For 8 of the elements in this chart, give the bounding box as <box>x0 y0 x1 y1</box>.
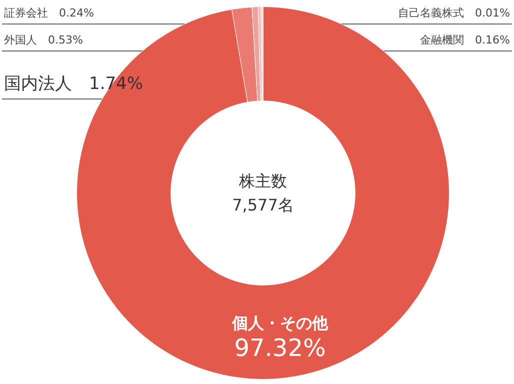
text: 株主数 <box>238 172 287 190</box>
slice-label: 外国人 0.53% <box>4 34 83 46</box>
data-label: 97.32% <box>234 334 326 362</box>
slice-label: 証券会社 0.24% <box>4 6 94 20</box>
text: 7,577名 <box>232 196 294 214</box>
slice-label: 個人・その他 <box>231 314 329 332</box>
slice-label: 自己名義株式 0.01% <box>398 6 510 20</box>
slice-label: 金融機関 0.16% <box>420 34 510 46</box>
